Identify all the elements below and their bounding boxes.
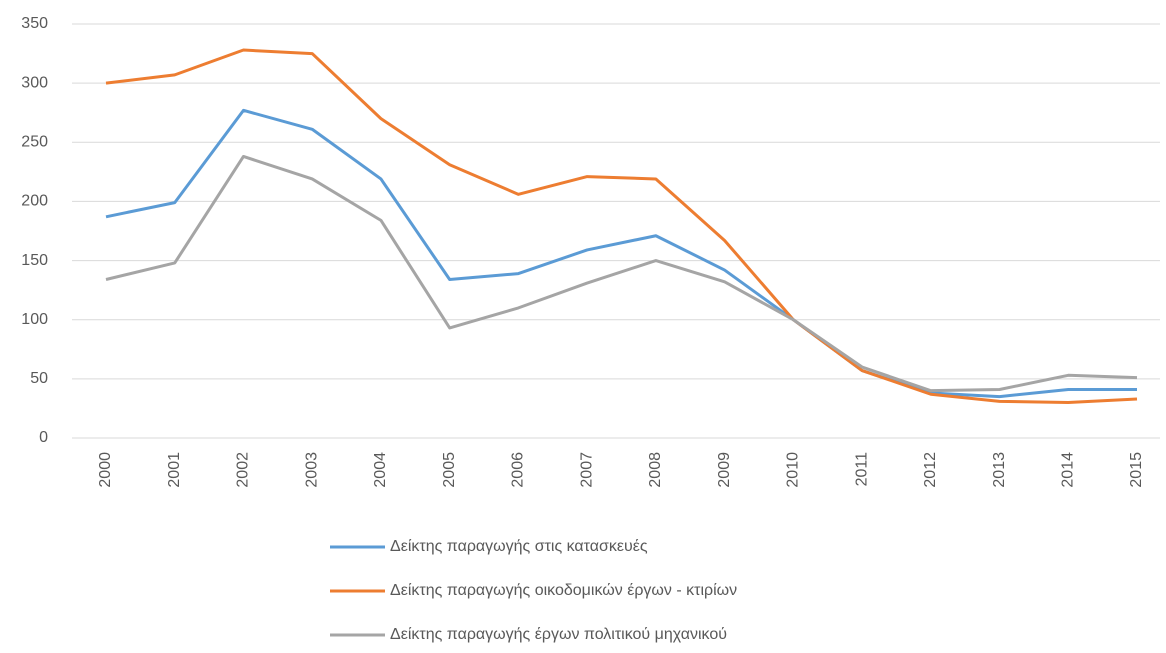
- x-tick-label: 2001: [166, 452, 183, 488]
- x-tick-label: 2013: [991, 452, 1008, 488]
- x-tick-label: 2007: [578, 452, 595, 488]
- x-tick-label: 2012: [922, 452, 939, 488]
- series-line: [105, 108, 1137, 399]
- y-tick-label: 250: [21, 134, 48, 151]
- series-line: [105, 48, 1138, 405]
- x-tick-label: 2005: [441, 452, 458, 488]
- x-tick-label: 2010: [785, 452, 802, 488]
- y-tick-label: 0: [39, 429, 48, 446]
- x-tick-label: 2006: [510, 452, 527, 488]
- x-tick-label: 2003: [303, 452, 320, 488]
- legend-label: Δείκτης παραγωγής στις κατασκευές: [390, 538, 648, 555]
- x-tick-label: 2011: [853, 452, 870, 487]
- y-tick-label: 300: [21, 74, 48, 91]
- x-tick-label: 2009: [716, 452, 733, 488]
- legend-label: Δείκτης παραγωγής έργων πολιτικού μηχανι…: [390, 626, 727, 643]
- y-tick-label: 200: [21, 193, 48, 210]
- y-tick-label: 350: [21, 15, 48, 32]
- legend-label: Δείκτης παραγωγής οικοδομικών έργων - κτ…: [390, 582, 737, 599]
- x-tick-label: 2015: [1128, 452, 1145, 488]
- x-tick-label: 2014: [1059, 452, 1076, 488]
- y-tick-label: 150: [21, 252, 48, 269]
- y-tick-label: 100: [21, 311, 48, 328]
- series-line: [105, 154, 1138, 393]
- y-tick-label: 50: [30, 370, 48, 387]
- x-tick-label: 2000: [97, 452, 114, 488]
- x-tick-label: 2002: [235, 452, 252, 488]
- x-tick-label: 2004: [372, 452, 389, 488]
- x-tick-label: 2008: [647, 452, 664, 488]
